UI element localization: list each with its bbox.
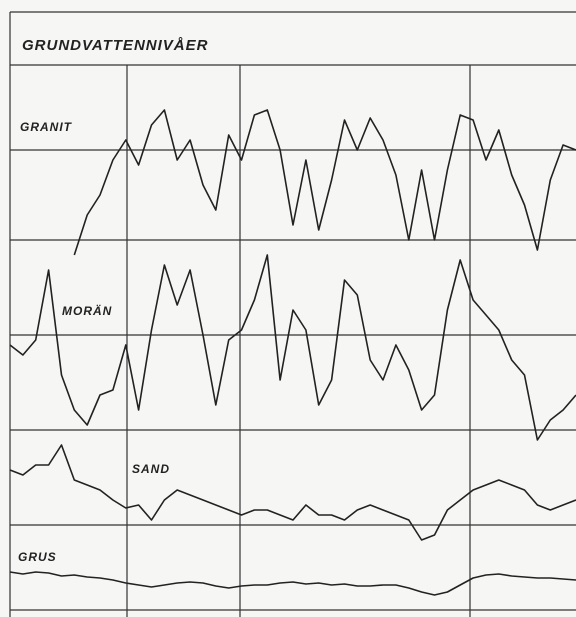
series-label: GRUS (18, 550, 57, 564)
data-line (9, 254, 576, 441)
grid (9, 11, 576, 617)
data-line (9, 444, 576, 541)
series-label: SAND (132, 462, 170, 476)
chart-title: GRUNDVATTENNIVÅER (22, 37, 208, 54)
data-line (73, 109, 576, 256)
series-label: MORÄN (62, 303, 112, 318)
series-label: GRANIT (20, 120, 73, 134)
data-line (9, 571, 576, 596)
